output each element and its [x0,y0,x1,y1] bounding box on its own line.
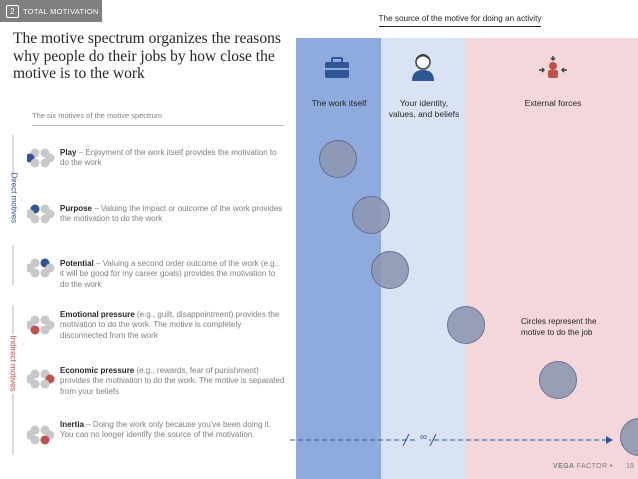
column-label-identity: Your identity, values, and beliefs [388,98,460,119]
column-label-work: The work itself [311,98,367,108]
circle-economic [539,361,577,399]
brand-logo: VEGA FACTOR • [553,463,613,470]
section-label: TOTAL MOTIVATION [23,6,99,16]
motive-name: Emotional pressure [60,310,135,319]
group-lines [12,135,14,455]
band-title-text: The source of the motive for doing an ac… [378,14,542,27]
inertia-hex-icon [27,425,55,445]
person-icon [412,54,434,81]
motive-desc: (e.g., rewards, fear of punishment) prov… [60,366,285,396]
external-forces-icon [539,56,567,78]
column-external [466,38,638,479]
motive-name: Purpose [60,204,93,213]
motive-purpose: Purpose – Valuing the impact or outcome … [60,204,285,225]
column-work [296,38,381,479]
motive-desc: – Enjoyment of the work itself provides … [60,148,277,168]
band-title: The source of the motive for doing an ac… [290,14,630,27]
motive-potential: Potential – Valuing a second order outco… [60,259,285,290]
section-number: 2 [6,4,19,18]
motive-name: Inertia [60,420,85,429]
motive-desc: – Valuing the impact or outcome of the w… [60,204,283,224]
motive-emotional: Emotional pressure (e.g., guilt, disappo… [60,310,285,341]
subheading: The six motives of the motive spectrum [32,111,284,126]
section-tag: 2 TOTAL MOTIVATION [0,0,102,22]
circle-purpose [352,196,390,234]
briefcase-icon [325,57,349,78]
page-number: 19 [626,463,634,470]
direct-motives-label: Direct motives [9,172,19,224]
motive-economic: Economic pressure (e.g., rewards, fear o… [60,366,285,397]
circle-emotional [447,306,485,344]
potential-hex-icon [27,258,55,278]
motive-name: Play [60,148,77,157]
brand-light: FACTOR [574,463,608,470]
column-label-external: External forces [524,98,582,108]
purpose-hex-icon [27,204,55,224]
circle-play [319,140,357,178]
indirect-motives-label: Indirect motives [8,335,18,392]
circles-note: Circles represent the motive to do the j… [521,317,597,337]
motive-name: Potential [60,259,94,268]
page-title: The motive spectrum organizes the reason… [13,30,281,82]
motive-inertia: Inertia – Doing the work only because yo… [60,420,285,441]
emotional-hex-icon [27,315,55,335]
brand-bold: VEGA [553,463,575,470]
motive-name: Economic pressure [60,366,135,375]
motive-play: Play – Enjoyment of the work itself prov… [60,148,285,169]
inertia-arrow [290,433,613,447]
motive-desc: – Doing the work only because you've bee… [60,420,271,440]
infinity-symbol: ∞ [418,432,430,443]
circle-potential [371,251,409,289]
economic-hex-icon [27,369,55,389]
motive-desc: (e.g., guilt, disappointment) provides t… [60,310,280,340]
play-hex-icon [27,148,55,168]
motive-desc: – Valuing a second order outcome of the … [60,259,280,289]
